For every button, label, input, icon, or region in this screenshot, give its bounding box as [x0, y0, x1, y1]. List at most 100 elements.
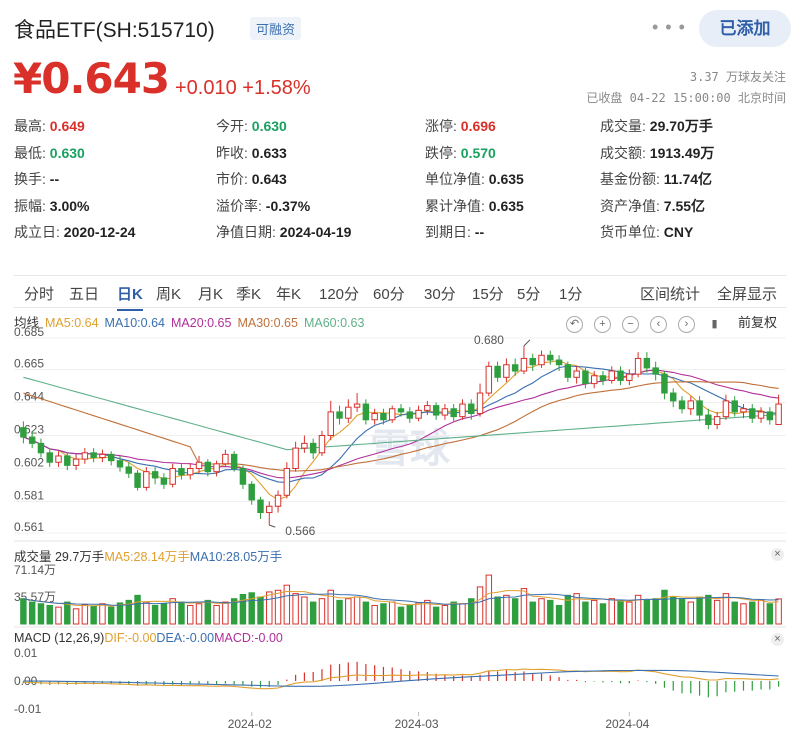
- fullscreen-button[interactable]: 全屏显示: [717, 286, 778, 303]
- volume-bar: [696, 596, 703, 625]
- volume-legend: 成交量 29.7万手MA5:28.14万手MA10:28.05万手: [14, 546, 282, 565]
- candle-body: [64, 455, 71, 466]
- stat-label: 最低:: [14, 144, 46, 161]
- added-watchlist-button[interactable]: 已添加: [699, 10, 791, 47]
- tab-3[interactable]: 周K: [156, 286, 182, 303]
- followers-count[interactable]: 3.37 万球友关注: [689, 70, 786, 84]
- candle-body: [415, 409, 422, 419]
- candle: [652, 361, 659, 381]
- volume-bar: [582, 601, 589, 625]
- tab-11[interactable]: 5分: [517, 286, 541, 303]
- tab-5[interactable]: 季K: [236, 286, 262, 303]
- volume-bar: [775, 598, 782, 625]
- price-axis-label: 0.685: [14, 325, 44, 339]
- candle-body: [195, 461, 203, 470]
- annotation-label: 0.566: [285, 524, 315, 538]
- range-stats-button[interactable]: 区间统计: [640, 286, 701, 303]
- candle: [520, 345, 528, 375]
- zoom-in-icon[interactable]: +: [594, 316, 611, 333]
- candle-body: [55, 455, 62, 463]
- price-change: +0.010 +1.58%: [175, 77, 311, 99]
- stat-label: 市价:: [216, 171, 248, 188]
- candle: [494, 361, 501, 383]
- candle-body: [187, 468, 194, 476]
- candle: [678, 396, 686, 414]
- volume-bar: [37, 603, 45, 625]
- close-volume-icon[interactable]: ×: [771, 548, 784, 561]
- legend-title: 成交量 29.7万手: [14, 550, 105, 564]
- candle-body: [608, 370, 615, 381]
- volume-bar: [590, 599, 598, 625]
- volume-bar: [450, 601, 457, 625]
- stat-item: 成立日: 2020-12-24: [14, 222, 135, 242]
- candle-body: [626, 373, 633, 381]
- candle: [64, 452, 71, 471]
- volume-bar: [626, 601, 633, 625]
- volume-bar: [274, 589, 282, 625]
- candle-body: [652, 367, 659, 375]
- volume-bar: [713, 599, 721, 625]
- candle: [309, 438, 317, 460]
- tab-8[interactable]: 60分: [373, 286, 405, 303]
- tab-0[interactable]: 分时: [24, 286, 55, 303]
- volume-bar: [90, 605, 97, 625]
- candle-icon[interactable]: ▮: [711, 318, 718, 330]
- candle: [116, 455, 124, 472]
- close-macd-icon[interactable]: ×: [771, 633, 784, 646]
- candle-body: [292, 447, 299, 470]
- stat-value: 2020-12-24: [63, 224, 136, 241]
- tab-10[interactable]: 15分: [472, 286, 504, 303]
- volume-bar: [266, 591, 273, 625]
- tab-12[interactable]: 1分: [559, 286, 583, 303]
- candle-body: [134, 472, 141, 488]
- candle: [564, 361, 572, 383]
- volume-bar: [432, 606, 440, 625]
- candle: [46, 448, 53, 467]
- candle-body: [397, 408, 405, 413]
- volume-bar: [160, 603, 168, 625]
- zoom-out-icon[interactable]: −: [622, 316, 639, 333]
- candle: [345, 399, 352, 423]
- candle: [99, 449, 106, 463]
- volume-bar: [353, 596, 361, 625]
- adjust-mode-label[interactable]: 前复权: [738, 315, 778, 330]
- volume-bar: [72, 608, 80, 625]
- candle: [143, 466, 150, 491]
- candle: [713, 411, 721, 430]
- volume-bar: [248, 592, 255, 625]
- price-axis-label: 0.644: [14, 389, 44, 403]
- candle: [468, 399, 475, 420]
- pan-right-icon[interactable]: ›: [678, 316, 695, 333]
- volume-bar: [169, 598, 176, 625]
- candle-body: [476, 392, 484, 414]
- tab-6[interactable]: 年K: [276, 286, 302, 303]
- stat-label: 昨收:: [216, 144, 248, 161]
- volume-bar: [388, 601, 396, 625]
- tab-4[interactable]: 月K: [198, 286, 224, 303]
- candle: [353, 393, 361, 412]
- quote-header: 食品ETF(SH:515710) 可融资 • • • 已添加: [0, 0, 800, 52]
- volume-bar: [292, 593, 299, 625]
- candle: [573, 366, 580, 384]
- stat-label: 成立日:: [14, 224, 60, 241]
- candle: [37, 438, 45, 458]
- tab-1[interactable]: 五日: [69, 286, 100, 303]
- pan-left-icon[interactable]: ‹: [650, 316, 667, 333]
- candle-body: [511, 364, 519, 372]
- tab-2[interactable]: 日K: [117, 283, 143, 311]
- tab-9[interactable]: 30分: [424, 286, 456, 303]
- tab-7[interactable]: 120分: [319, 286, 360, 303]
- volume-bar: [107, 606, 115, 625]
- stat-item: 溢价率: -0.37%: [216, 196, 310, 216]
- legend-item: MA10:28.05万手: [189, 550, 283, 564]
- stat-value: 0.630: [251, 118, 287, 134]
- candle: [230, 451, 238, 472]
- more-icon[interactable]: • • •: [652, 17, 686, 37]
- volume-bar: [757, 599, 765, 625]
- undo-icon[interactable]: ↶: [566, 316, 583, 333]
- stat-label: 累计净值:: [425, 197, 485, 214]
- stat-label: 到期日:: [425, 224, 471, 241]
- stat-value: 0.649: [49, 118, 85, 134]
- candle: [318, 430, 326, 456]
